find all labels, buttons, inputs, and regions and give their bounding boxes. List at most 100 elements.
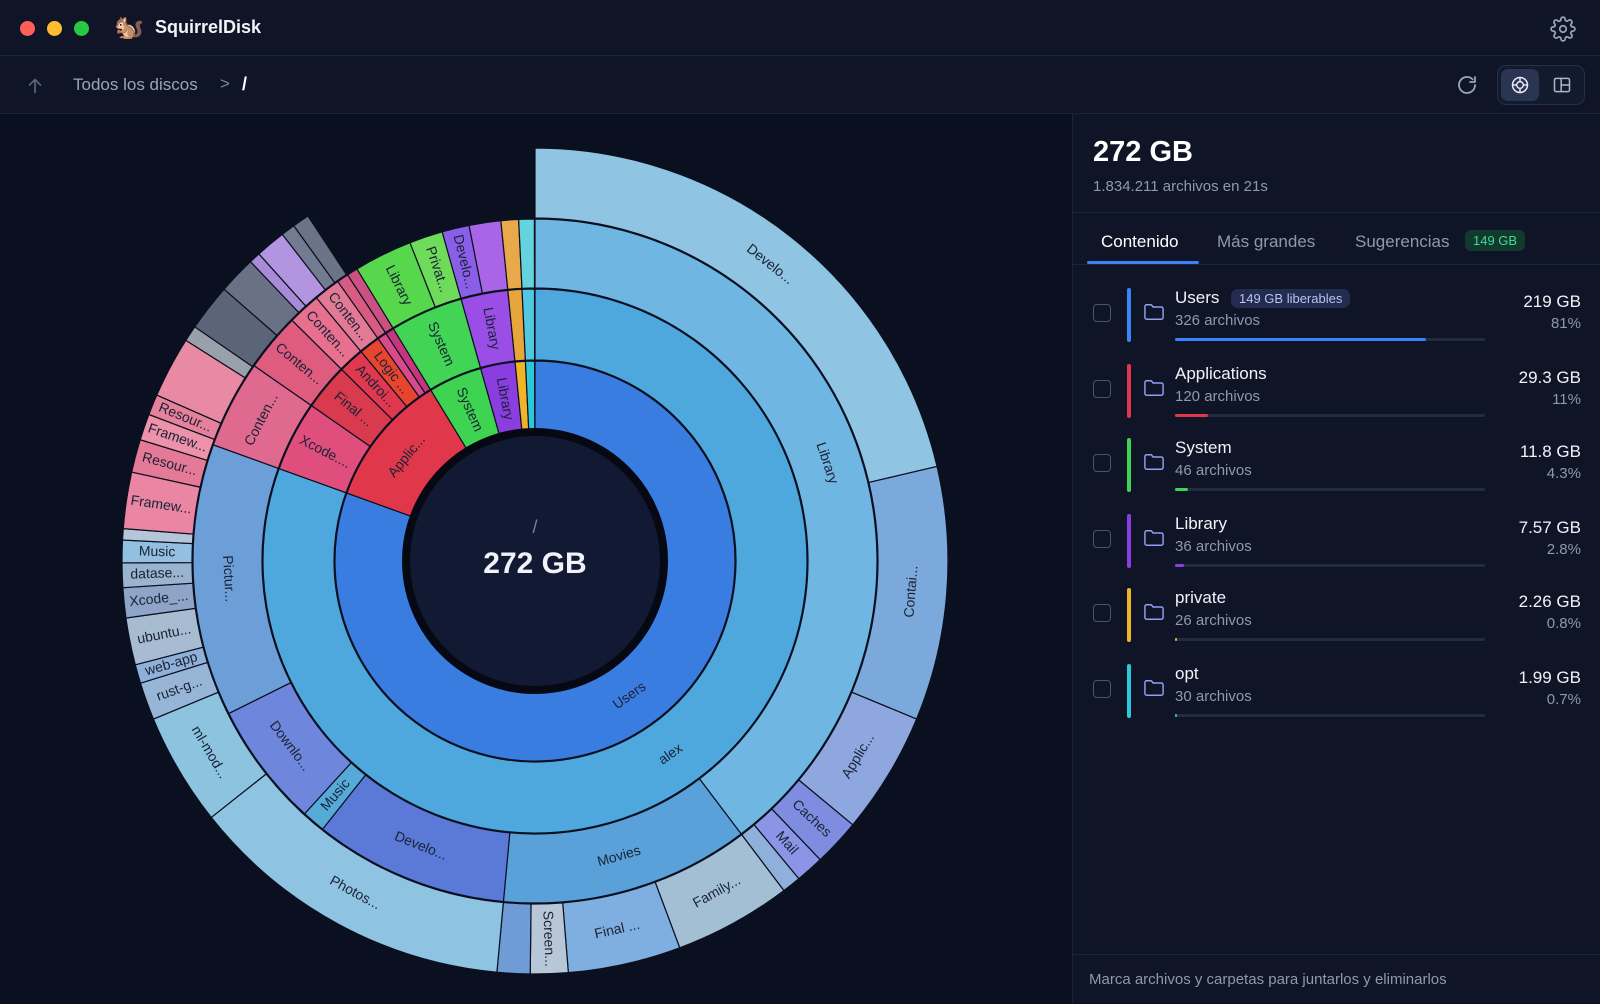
row-count: 26 archivos (1175, 612, 1252, 629)
folder-row[interactable]: System 46 archivos 11.8 GB 4.3% (1073, 432, 1600, 508)
row-checkbox[interactable] (1093, 454, 1111, 472)
treemap-view-button[interactable] (1543, 69, 1581, 101)
folder-icon (1144, 454, 1164, 470)
row-progress-fill (1175, 488, 1188, 491)
sunburst-label: Contai... (900, 565, 920, 618)
sunburst-label: Music (139, 543, 176, 560)
panel-footer: Marca archivos y carpetas para juntarlos… (1073, 954, 1600, 1004)
row-percent: 11% (1552, 391, 1581, 408)
row-percent: 0.8% (1546, 615, 1581, 632)
folder-row[interactable]: Library 36 archivos 7.57 GB 2.8% (1073, 508, 1600, 584)
active-tab-indicator (1087, 261, 1199, 264)
sunburst-icon (1511, 76, 1529, 94)
row-count: 46 archivos (1175, 462, 1252, 479)
row-percent: 0.7% (1546, 691, 1581, 708)
breadcrumb-separator: > (220, 74, 230, 93)
minimize-window-button[interactable] (47, 21, 62, 36)
row-progress-track (1175, 338, 1485, 341)
title-bar: 🐿️ SquirrelDisk (0, 0, 1600, 56)
folder-row[interactable]: opt 30 archivos 1.99 GB 0.7% (1073, 658, 1600, 734)
row-count: 120 archivos (1175, 388, 1261, 405)
row-color-bar (1127, 438, 1131, 492)
row-color-bar (1127, 288, 1131, 342)
row-progress-fill (1175, 564, 1184, 567)
sunburst-segment[interactable] (518, 218, 536, 289)
row-progress-fill (1175, 338, 1426, 341)
row-checkbox[interactable] (1093, 304, 1111, 322)
row-progress-fill (1175, 638, 1177, 641)
sunburst-label: datase... (130, 564, 184, 582)
row-progress-track (1175, 714, 1485, 717)
row-progress-track (1175, 414, 1485, 417)
chart-area: Users Applic... System Library alex Xcode....… (0, 114, 1072, 1003)
row-count: 326 archivos (1175, 312, 1261, 329)
sunburst-center[interactable] (402, 428, 668, 694)
row-size: 219 GB (1523, 292, 1581, 311)
suggestions-badge: 149 GB (1465, 230, 1526, 251)
row-progress-fill (1175, 414, 1208, 417)
row-checkbox[interactable] (1093, 380, 1111, 398)
tab-sugerencias[interactable]: Sugerencias (1355, 232, 1450, 251)
divider (1073, 212, 1600, 213)
folder-icon (1144, 304, 1164, 320)
row-checkbox[interactable] (1093, 604, 1111, 622)
row-name: opt (1175, 664, 1199, 683)
scan-summary: 1.834.211 archivos en 21s (1093, 178, 1268, 195)
row-name: System (1175, 438, 1232, 457)
sunburst-segment[interactable] (534, 218, 878, 835)
arrow-up-icon[interactable] (24, 75, 46, 97)
folder-row[interactable]: private 26 archivos 2.26 GB 0.8% (1073, 582, 1600, 658)
row-percent: 81% (1550, 315, 1581, 332)
close-window-button[interactable] (20, 21, 35, 36)
row-size: 2.26 GB (1518, 592, 1581, 611)
row-color-bar (1127, 364, 1131, 418)
sunburst-label: Pictur... (220, 555, 239, 603)
row-checkbox[interactable] (1093, 680, 1111, 698)
row-badge: 149 GB liberables (1231, 289, 1351, 308)
row-count: 30 archivos (1175, 688, 1252, 705)
row-percent: 4.3% (1546, 465, 1581, 482)
row-size: 1.99 GB (1518, 668, 1581, 687)
folder-icon (1144, 680, 1164, 696)
treemap-icon (1553, 77, 1571, 93)
row-size: 11.8 GB (1519, 442, 1581, 461)
sunburst-segment[interactable] (292, 215, 348, 284)
row-size: 7.57 GB (1518, 518, 1581, 537)
footer-hint: Marca archivos y carpetas para juntarlos… (1089, 971, 1447, 988)
sunburst-view-button[interactable] (1501, 69, 1539, 101)
row-progress-track (1175, 564, 1485, 567)
refresh-icon[interactable] (1455, 73, 1479, 97)
sunburst-segment[interactable] (521, 288, 536, 361)
toolbar: Todos los discos > / (0, 56, 1600, 114)
row-name: private (1175, 588, 1227, 607)
center-size-label: 272 GB (483, 547, 586, 580)
sunburst-label: Xcode_... (129, 587, 189, 609)
folder-row[interactable]: Users 149 GB liberables 326 archivos 219 GB… (1073, 282, 1600, 358)
total-size: 272 GB (1093, 136, 1193, 168)
folder-icon (1144, 604, 1164, 620)
center-path-label: / (532, 517, 537, 537)
squirrel-logo-icon: 🐿️ (114, 14, 144, 41)
breadcrumb-current: / (242, 74, 248, 94)
sunburst-segment[interactable] (262, 288, 808, 834)
tab-contenido[interactable]: Contenido (1101, 232, 1179, 251)
row-name: Applications (1175, 364, 1267, 383)
row-progress-fill (1175, 714, 1177, 717)
row-name: Users (1175, 288, 1220, 307)
row-size: 29.3 GB (1518, 368, 1581, 387)
view-toggle (1497, 65, 1585, 105)
sunburst-label: Screen... (540, 910, 558, 967)
tab-mas-grandes[interactable]: Más grandes (1217, 232, 1316, 251)
details-panel: 272 GB 1.834.211 archivos en 21s Conteni… (1072, 114, 1600, 1003)
row-color-bar (1127, 514, 1131, 568)
sunburst-label: Library (480, 306, 504, 351)
folder-row[interactable]: Applications 120 archivos 29.3 GB 11% (1073, 358, 1600, 434)
app-title: SquirrelDisk (155, 17, 262, 37)
gear-icon[interactable] (1550, 16, 1576, 42)
breadcrumb-root[interactable]: Todos los discos (73, 75, 198, 94)
folder-icon (1144, 380, 1164, 396)
maximize-window-button[interactable] (74, 21, 89, 36)
row-checkbox[interactable] (1093, 530, 1111, 548)
row-percent: 2.8% (1546, 541, 1581, 558)
